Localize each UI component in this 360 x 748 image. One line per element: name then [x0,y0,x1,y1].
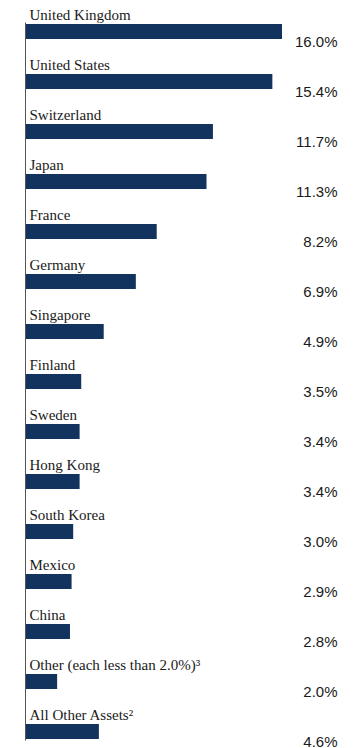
svg-text:3.0%: 3.0% [303,533,337,550]
svg-text:Hong Kong: Hong Kong [30,457,101,473]
svg-text:Germany: Germany [30,257,86,273]
svg-text:Finland: Finland [30,357,76,373]
svg-text:6.9%: 6.9% [303,283,337,300]
svg-text:United Kingdom: United Kingdom [30,7,132,23]
svg-text:Switzerland: Switzerland [30,107,102,123]
svg-text:3.4%: 3.4% [303,433,337,450]
svg-text:3.4%: 3.4% [303,483,337,500]
svg-text:2.9%: 2.9% [303,583,337,600]
svg-text:3.5%: 3.5% [303,383,337,400]
svg-text:2.0%: 2.0% [303,683,337,700]
svg-text:16.0%: 16.0% [295,33,338,50]
svg-text:11.3%: 11.3% [296,183,337,200]
svg-text:Other (each less than 2.0%)³: Other (each less than 2.0%)³ [30,657,201,674]
svg-text:Sweden: Sweden [30,407,78,423]
svg-text:United States: United States [30,57,111,73]
svg-text:Singapore: Singapore [30,307,91,323]
svg-text:8.2%: 8.2% [303,233,337,250]
svg-text:15.4%: 15.4% [295,83,338,100]
svg-text:France: France [30,207,71,223]
svg-text:China: China [30,607,66,623]
svg-text:All Other Assets²: All Other Assets² [30,707,134,723]
svg-text:11.7%: 11.7% [296,133,337,150]
svg-text:Japan: Japan [30,157,65,173]
svg-text:4.6%: 4.6% [303,733,337,748]
svg-text:South Korea: South Korea [30,507,106,523]
svg-text:2.8%: 2.8% [303,633,337,650]
svg-text:Mexico: Mexico [30,557,76,573]
svg-text:4.9%: 4.9% [303,333,337,350]
